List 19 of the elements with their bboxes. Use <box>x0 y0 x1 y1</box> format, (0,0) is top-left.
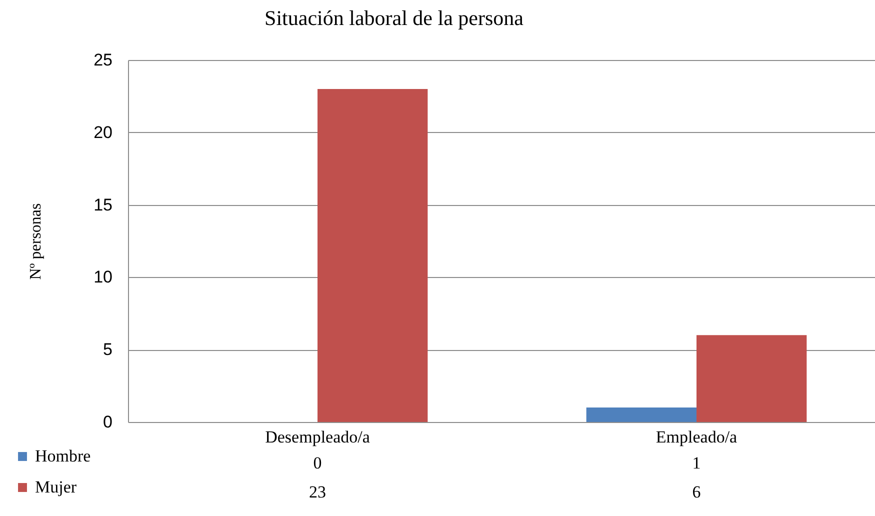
y-axis-title: Nº personas <box>28 203 45 280</box>
bar <box>318 88 428 422</box>
y-tick-label: 0 <box>103 412 112 432</box>
data-label: 1 <box>692 454 701 472</box>
bar <box>586 408 696 422</box>
x-tick-label: Desempleado/a <box>265 428 370 446</box>
y-tick-label: 5 <box>103 340 112 360</box>
y-tick-label: 10 <box>94 268 112 287</box>
data-label: 6 <box>692 482 701 502</box>
bar <box>696 335 807 422</box>
chart-title: Situación laboral de la persona <box>264 6 524 30</box>
x-tick-label: Empleado/a <box>656 428 738 446</box>
y-tick-label: 15 <box>94 195 112 214</box>
legend-label: Mujer <box>35 478 77 496</box>
data-label: 23 <box>309 482 326 502</box>
data-label: 0 <box>313 454 322 472</box>
y-tick-label: 20 <box>94 122 112 142</box>
y-tick-label: 25 <box>94 50 112 70</box>
legend-label: Hombre <box>35 446 91 466</box>
